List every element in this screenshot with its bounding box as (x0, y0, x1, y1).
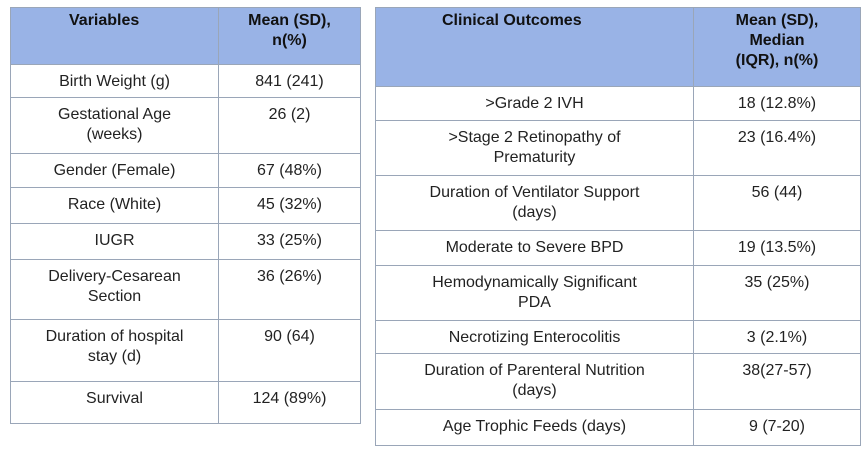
value-cell: 124 (89%) (218, 381, 361, 424)
outcome-cell: Moderate to Severe BPD (375, 230, 694, 266)
variable-cell: Birth Weight (g) (10, 64, 219, 98)
column-header-variables: Variables (10, 7, 219, 65)
table-row: Gender (Female) 67 (48%) (10, 153, 361, 188)
column-header-clinical-outcomes: Clinical Outcomes (375, 7, 694, 87)
table-row: >Grade 2 IVH 18 (12.8%) (375, 86, 861, 121)
outcome-cell: Hemodynamically Significant PDA (375, 265, 694, 321)
outcome-cell: >Stage 2 Retinopathy of Prematurity (375, 120, 694, 176)
table-row: Hemodynamically Significant PDA 35 (25%) (375, 265, 861, 321)
table-row: Survival 124 (89%) (10, 381, 361, 424)
value-cell: 90 (64) (218, 319, 361, 382)
variable-cell: Race (White) (10, 187, 219, 224)
table-row: Race (White) 45 (32%) (10, 187, 361, 224)
table-row: Duration of Ventilator Support (days) 56… (375, 175, 861, 231)
column-header-mean-sd: Mean (SD), n(%) (218, 7, 361, 65)
value-cell: 9 (7-20) (693, 409, 861, 446)
table-row: IUGR 33 (25%) (10, 223, 361, 260)
value-cell: 33 (25%) (218, 223, 361, 260)
table-row: >Stage 2 Retinopathy of Prematurity 23 (… (375, 120, 861, 176)
outcome-cell: Age Trophic Feeds (days) (375, 409, 694, 446)
variable-cell: IUGR (10, 223, 219, 260)
header-row: Clinical Outcomes Mean (SD), Median (IQR… (375, 7, 861, 87)
value-cell: 36 (26%) (218, 259, 361, 320)
header-row: Variables Mean (SD), n(%) (10, 7, 361, 65)
table-row: Duration of Parenteral Nutrition (days) … (375, 353, 861, 410)
value-cell: 45 (32%) (218, 187, 361, 224)
table-row: Moderate to Severe BPD 19 (13.5%) (375, 230, 861, 266)
table-row: Age Trophic Feeds (days) 9 (7-20) (375, 409, 861, 446)
table-row: Birth Weight (g) 841 (241) (10, 64, 361, 98)
clinical-outcomes-table: Clinical Outcomes Mean (SD), Median (IQR… (375, 7, 861, 446)
outcome-cell: Duration of Ventilator Support (days) (375, 175, 694, 231)
column-header-mean-median-iqr: Mean (SD), Median (IQR), n(%) (693, 7, 861, 87)
table-row: Delivery-Cesarean Section 36 (26%) (10, 259, 361, 320)
value-cell: 3 (2.1%) (693, 320, 861, 354)
variable-cell: Gestational Age (weeks) (10, 97, 219, 154)
outcome-cell: Necrotizing Enterocolitis (375, 320, 694, 354)
outcome-cell: Duration of Parenteral Nutrition (days) (375, 353, 694, 410)
outcome-cell: >Grade 2 IVH (375, 86, 694, 121)
value-cell: 67 (48%) (218, 153, 361, 188)
table-row: Duration of hospital stay (d) 90 (64) (10, 319, 361, 382)
table-row: Necrotizing Enterocolitis 3 (2.1%) (375, 320, 861, 354)
value-cell: 841 (241) (218, 64, 361, 98)
demographics-table: Variables Mean (SD), n(%) Birth Weight (… (10, 7, 361, 424)
value-cell: 18 (12.8%) (693, 86, 861, 121)
variable-cell: Gender (Female) (10, 153, 219, 188)
value-cell: 23 (16.4%) (693, 120, 861, 176)
value-cell: 26 (2) (218, 97, 361, 154)
variable-cell: Survival (10, 381, 219, 424)
variable-cell: Delivery-Cesarean Section (10, 259, 219, 320)
value-cell: 38(27-57) (693, 353, 861, 410)
value-cell: 56 (44) (693, 175, 861, 231)
value-cell: 19 (13.5%) (693, 230, 861, 266)
value-cell: 35 (25%) (693, 265, 861, 321)
table-row: Gestational Age (weeks) 26 (2) (10, 97, 361, 154)
variable-cell: Duration of hospital stay (d) (10, 319, 219, 382)
